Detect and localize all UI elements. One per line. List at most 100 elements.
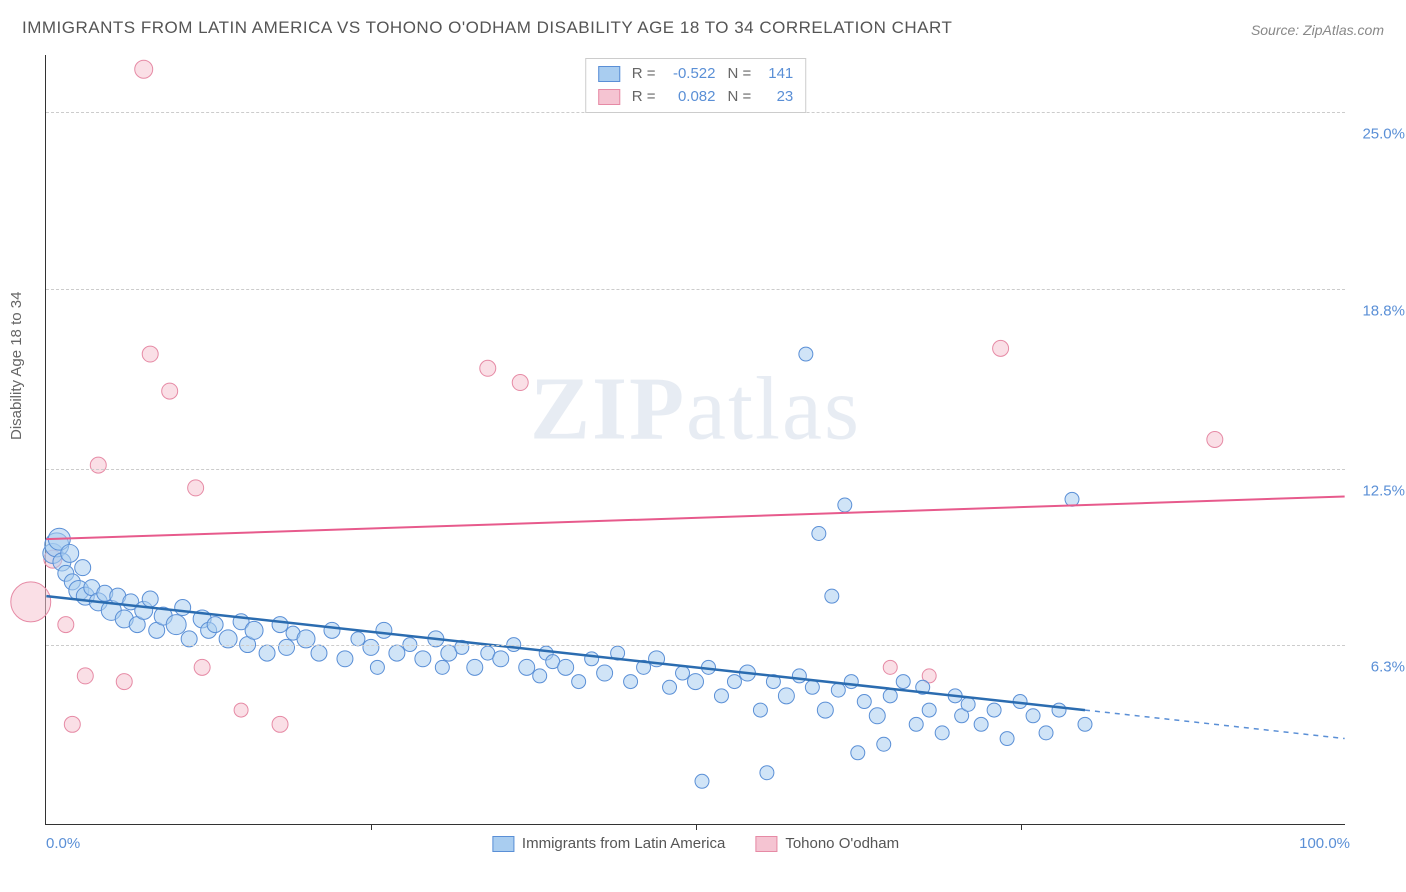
n-value-1: 141 bbox=[759, 63, 793, 86]
x-tick bbox=[696, 824, 697, 830]
r-value-2: 0.082 bbox=[664, 86, 716, 109]
data-point bbox=[883, 689, 897, 703]
n-value-2: 23 bbox=[759, 86, 793, 109]
data-point bbox=[175, 600, 191, 616]
data-point bbox=[61, 544, 79, 562]
data-point bbox=[974, 717, 988, 731]
gridline bbox=[46, 469, 1345, 470]
legend-row-series-1: R = -0.522 N = 141 bbox=[598, 63, 794, 86]
data-point bbox=[188, 480, 204, 496]
legend-row-series-2: R = 0.082 N = 23 bbox=[598, 86, 794, 109]
data-point bbox=[1039, 726, 1053, 740]
correlation-legend: R = -0.522 N = 141 R = 0.082 N = 23 bbox=[585, 58, 807, 113]
data-point bbox=[857, 695, 871, 709]
data-point bbox=[135, 60, 153, 78]
data-point bbox=[162, 383, 178, 399]
data-point bbox=[624, 675, 638, 689]
data-point bbox=[194, 659, 210, 675]
data-point bbox=[1078, 717, 1092, 731]
gridline bbox=[46, 289, 1345, 290]
data-point bbox=[533, 669, 547, 683]
data-point bbox=[311, 645, 327, 661]
data-point bbox=[245, 621, 263, 639]
data-point bbox=[935, 726, 949, 740]
legend-swatch-pink bbox=[598, 89, 620, 105]
data-point bbox=[838, 498, 852, 512]
data-point bbox=[279, 639, 295, 655]
series-legend: Immigrants from Latin America Tohono O'od… bbox=[492, 835, 899, 852]
data-point bbox=[1065, 492, 1079, 506]
data-point bbox=[90, 457, 106, 473]
data-point bbox=[760, 766, 774, 780]
r-label: R = bbox=[632, 63, 656, 86]
data-point bbox=[805, 680, 819, 694]
source-attribution: Source: ZipAtlas.com bbox=[1251, 22, 1384, 38]
data-point bbox=[11, 582, 51, 622]
r-value-1: -0.522 bbox=[664, 63, 716, 86]
trend-line bbox=[46, 596, 1085, 710]
data-point bbox=[1026, 709, 1040, 723]
data-point bbox=[58, 617, 74, 633]
data-point bbox=[1052, 703, 1066, 717]
data-point bbox=[415, 651, 431, 667]
x-tick-label: 100.0% bbox=[1299, 835, 1350, 852]
data-point bbox=[883, 660, 897, 674]
data-point bbox=[480, 360, 496, 376]
data-point bbox=[961, 697, 975, 711]
x-tick bbox=[1021, 824, 1022, 830]
data-point bbox=[324, 622, 340, 638]
data-point bbox=[493, 651, 509, 667]
y-tick-label: 25.0% bbox=[1350, 126, 1405, 143]
data-point bbox=[825, 589, 839, 603]
data-point bbox=[869, 708, 885, 724]
data-point bbox=[572, 675, 586, 689]
plot-region: ZIPatlas R = -0.522 N = 141 R = 0.082 N … bbox=[45, 55, 1345, 825]
data-point bbox=[207, 617, 223, 633]
r-label: R = bbox=[632, 86, 656, 109]
data-point bbox=[799, 347, 813, 361]
y-axis-label: Disability Age 18 to 34 bbox=[8, 292, 25, 440]
data-point bbox=[844, 675, 858, 689]
data-point bbox=[727, 675, 741, 689]
legend-swatch bbox=[755, 836, 777, 852]
data-point bbox=[831, 683, 845, 697]
data-point bbox=[234, 703, 248, 717]
scatter-svg bbox=[46, 55, 1345, 824]
data-point bbox=[389, 645, 405, 661]
data-point bbox=[272, 617, 288, 633]
x-tick-label: 0.0% bbox=[46, 835, 80, 852]
y-tick-label: 6.3% bbox=[1350, 659, 1405, 676]
data-point bbox=[519, 659, 535, 675]
data-point bbox=[817, 702, 833, 718]
data-point bbox=[142, 591, 158, 607]
data-point bbox=[688, 674, 704, 690]
data-point bbox=[376, 622, 392, 638]
legend-swatch-blue bbox=[598, 66, 620, 82]
data-point bbox=[363, 639, 379, 655]
legend-item: Immigrants from Latin America bbox=[492, 835, 725, 852]
data-point bbox=[272, 716, 288, 732]
data-point bbox=[877, 737, 891, 751]
data-point bbox=[851, 746, 865, 760]
data-point bbox=[597, 665, 613, 681]
data-point bbox=[512, 375, 528, 391]
data-point bbox=[993, 340, 1009, 356]
x-tick bbox=[371, 824, 372, 830]
legend-swatch bbox=[492, 836, 514, 852]
n-label: N = bbox=[728, 63, 752, 86]
legend-label: Tohono O'odham bbox=[785, 835, 899, 852]
data-point bbox=[987, 703, 1001, 717]
data-point bbox=[558, 659, 574, 675]
data-point bbox=[812, 526, 826, 540]
data-point bbox=[259, 645, 275, 661]
trend-line bbox=[46, 496, 1344, 539]
y-tick-label: 18.8% bbox=[1350, 302, 1405, 319]
data-point bbox=[778, 688, 794, 704]
data-point bbox=[77, 668, 93, 684]
chart-title: IMMIGRANTS FROM LATIN AMERICA VS TOHONO … bbox=[22, 18, 952, 38]
legend-item: Tohono O'odham bbox=[755, 835, 899, 852]
data-point bbox=[435, 660, 449, 674]
data-point bbox=[1000, 732, 1014, 746]
y-tick-label: 12.5% bbox=[1350, 482, 1405, 499]
data-point bbox=[896, 675, 910, 689]
